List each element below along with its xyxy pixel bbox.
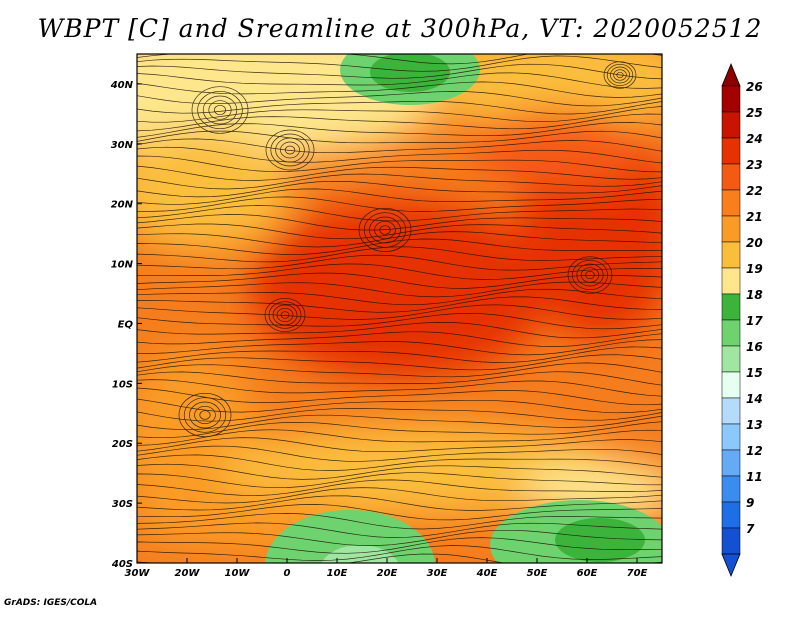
colorbar-swatch: [721, 501, 741, 529]
colorbar-swatch: [721, 215, 741, 243]
colorbar-swatch: [721, 163, 741, 191]
colorbar-swatch: [721, 423, 741, 451]
colorbar-bottom-arrow: [721, 553, 741, 578]
colorbar-swatch: [721, 241, 741, 269]
lon-tick-label: 60E: [577, 568, 598, 579]
colorbar-label: 12: [746, 444, 763, 458]
colorbar-label: 18: [746, 288, 763, 302]
colorbar-label: 7: [746, 522, 755, 536]
lat-tick-label: 40N: [110, 80, 134, 91]
colorbar: 26 25 24 23 22 21 20 19 18 17 16 15 14 13 12 11 9 7: [721, 62, 763, 578]
lat-tick-label: 20N: [111, 200, 134, 211]
lat-tick-label: 40S: [111, 559, 133, 570]
lon-tick-label: 10W: [225, 568, 251, 579]
colorbar-swatch: [721, 449, 741, 477]
colorbar-swatch: [721, 371, 741, 399]
colorbar-label: 21: [746, 210, 763, 224]
lon-tick-label: 10E: [327, 568, 348, 579]
colorbar-label: 20: [746, 236, 763, 250]
colorbar-swatch: [721, 293, 741, 321]
lon-tick-label: 20W: [175, 568, 201, 579]
colorbar-label: 11: [746, 470, 763, 484]
lon-tick-label: 70E: [627, 568, 648, 579]
colorbar-label: 9: [746, 496, 754, 510]
lat-tick-label: 10S: [112, 379, 133, 390]
colorbar-swatch: [721, 397, 741, 425]
colorbar-swatch: [721, 319, 741, 347]
colorbar-swatch: [721, 137, 741, 165]
colorbar-label: 25: [746, 106, 763, 120]
lat-tick-label: 20S: [112, 439, 133, 450]
lon-tick-label: 0: [284, 568, 291, 579]
lat-tick-label: 30S: [112, 499, 133, 510]
lat-tick-label: EQ: [118, 319, 134, 330]
lon-tick-label: 50E: [527, 568, 548, 579]
colorbar-label: 23: [746, 158, 763, 172]
colorbar-label: 16: [746, 340, 763, 354]
credit-label: GrADS: IGES/COLA: [4, 598, 98, 608]
lon-tick-label: 40E: [476, 568, 498, 579]
colorbar-swatch: [721, 267, 741, 295]
chart-title: WBPT [C] and Sreamline at 300hPa, VT: 20…: [37, 14, 763, 43]
wbpt-field: [137, 54, 662, 563]
lon-tick-label: 30W: [125, 568, 151, 579]
colorbar-label: 19: [746, 262, 763, 276]
lon-tick-label: 20E: [377, 568, 398, 579]
colorbar-label: 22: [746, 184, 763, 198]
lat-tick-label: 10N: [111, 260, 134, 271]
colorbar-swatch: [721, 527, 741, 555]
lat-tick-label: 30N: [111, 140, 134, 151]
colorbar-label: 15: [746, 366, 763, 380]
colorbar-label: 14: [746, 392, 763, 406]
colorbar-swatch: [721, 345, 741, 373]
colorbar-label: 17: [746, 314, 763, 328]
colorbar-swatch: [721, 85, 741, 113]
colorbar-top-arrow: [721, 62, 741, 87]
map-frame: [136, 53, 663, 564]
colorbar-label: 24: [746, 132, 763, 146]
colorbar-swatch: [721, 189, 741, 217]
lon-tick-label: 30E: [427, 568, 448, 579]
colorbar-swatch: [721, 475, 741, 503]
colorbar-label: 26: [746, 80, 763, 94]
colorbar-label: 13: [746, 418, 763, 432]
colorbar-swatch: [721, 111, 741, 139]
